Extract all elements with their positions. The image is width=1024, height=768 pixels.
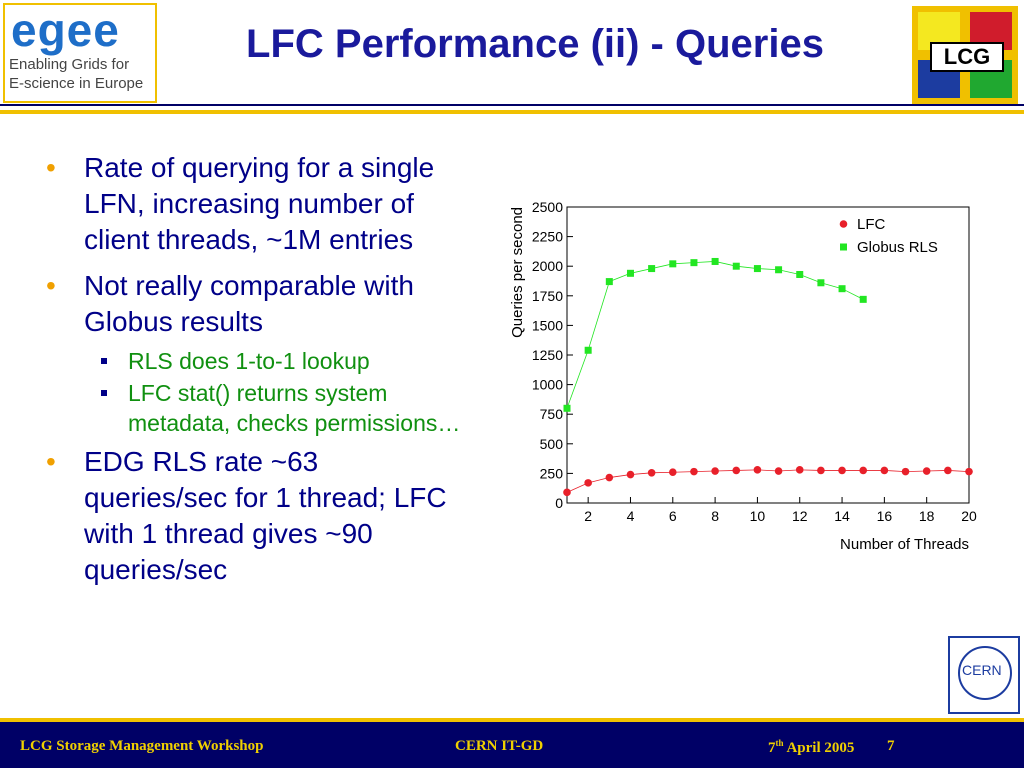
- date-day: 7: [768, 740, 776, 756]
- footer-left: LCG Storage Management Workshop: [20, 738, 264, 754]
- point: [648, 265, 656, 273]
- chart: 0 250 500 750 1000 1250 1500 1750 2000 2250 2500 2 4…: [509, 199, 977, 553]
- point: [817, 279, 825, 287]
- x-tick-label: 12: [792, 508, 808, 524]
- legend-label: LFC: [857, 216, 886, 233]
- page-number: 7: [887, 738, 895, 754]
- point: [626, 470, 635, 479]
- legend-marker: [839, 220, 848, 228]
- x-tick-label: 4: [627, 508, 635, 524]
- point: [859, 466, 868, 475]
- point: [859, 295, 867, 303]
- bullet: Rate of querying for a single LFN, incre…: [44, 150, 464, 258]
- x-tick-label: 10: [750, 508, 766, 524]
- date-suffix: th: [775, 738, 784, 748]
- x-tick-label: 14: [834, 508, 850, 524]
- point: [605, 473, 614, 482]
- point: [732, 262, 740, 270]
- point: [711, 257, 719, 265]
- point: [584, 479, 592, 487]
- x-tick-label: 18: [919, 508, 935, 524]
- y-tick-label: 1000: [532, 377, 563, 393]
- point: [690, 259, 698, 267]
- y-tick-label: 1750: [532, 288, 563, 304]
- bullet-list: Rate of querying for a single LFN, incre…: [44, 150, 464, 598]
- point: [838, 466, 846, 475]
- lcg-text: LCG: [930, 42, 1004, 72]
- header-rule-dark: [0, 104, 1024, 106]
- point: [753, 265, 761, 273]
- bullet: EDG RLS rate ~63 queries/sec for 1 threa…: [44, 444, 464, 588]
- point: [732, 466, 741, 475]
- point: [901, 467, 910, 476]
- bullet: LFC stat() returns system metadata, chec…: [44, 378, 464, 438]
- point: [817, 466, 825, 475]
- y-tick-label: 2250: [532, 229, 563, 245]
- point: [669, 260, 677, 268]
- point: [965, 467, 973, 476]
- point: [880, 466, 889, 475]
- y-axis-label: Queries per second: [509, 207, 526, 338]
- bullet: RLS does 1-to-1 lookup: [44, 346, 464, 376]
- x-tick-label: 6: [669, 508, 677, 524]
- point: [838, 285, 846, 293]
- point: [711, 467, 719, 475]
- point: [563, 488, 571, 497]
- footer: LCG Storage Management Workshop CERN IT-…: [0, 718, 1024, 768]
- x-tick-label: 2: [584, 508, 592, 524]
- footer-center: CERN IT-GD: [455, 738, 544, 754]
- slide-title: LFC Performance (ii) - Queries: [246, 22, 824, 66]
- y-tick-label: 1250: [532, 347, 563, 363]
- point: [626, 269, 634, 277]
- point: [775, 266, 783, 274]
- cern-text: CERN: [962, 662, 1002, 678]
- point: [690, 467, 698, 476]
- egee-logo: egee Enabling Grids for E-science in Eur…: [3, 3, 157, 103]
- y-tick-label: 500: [540, 436, 564, 452]
- y-tick-label: 750: [540, 406, 564, 422]
- point: [584, 346, 592, 354]
- legend-marker: [840, 243, 847, 251]
- point: [753, 466, 762, 474]
- x-tick-label: 20: [961, 508, 977, 524]
- egee-line: Enabling Grids for: [9, 56, 130, 73]
- y-tick-label: 250: [540, 465, 564, 481]
- y-tick-label: 2000: [532, 258, 563, 274]
- point: [647, 469, 656, 477]
- point: [922, 467, 931, 475]
- y-tick-label: 2500: [532, 199, 563, 215]
- lcg-logo: LCG: [912, 6, 1018, 104]
- header-rule: [0, 110, 1024, 114]
- footer-date: 7th April 2005: [768, 738, 854, 757]
- point: [668, 468, 677, 477]
- point: [605, 278, 613, 286]
- egee-line: E-science in Europe: [9, 75, 144, 92]
- x-axis-label: Number of Threads: [840, 536, 969, 553]
- point: [563, 404, 571, 412]
- y-tick-label: 1500: [532, 317, 563, 333]
- x-tick-label: 16: [877, 508, 893, 524]
- legend-label: Globus RLS: [857, 239, 938, 256]
- x-tick-label: 8: [711, 508, 719, 524]
- egee-word: egee: [11, 4, 120, 56]
- point: [795, 466, 804, 474]
- date-rest: April 2005: [786, 740, 855, 756]
- bullet: Not really comparable with Globus result…: [44, 268, 464, 340]
- y-tick-label: 0: [555, 495, 563, 511]
- point: [774, 467, 783, 475]
- point: [944, 466, 952, 475]
- cern-logo: CERN: [948, 636, 1020, 714]
- point: [796, 270, 804, 278]
